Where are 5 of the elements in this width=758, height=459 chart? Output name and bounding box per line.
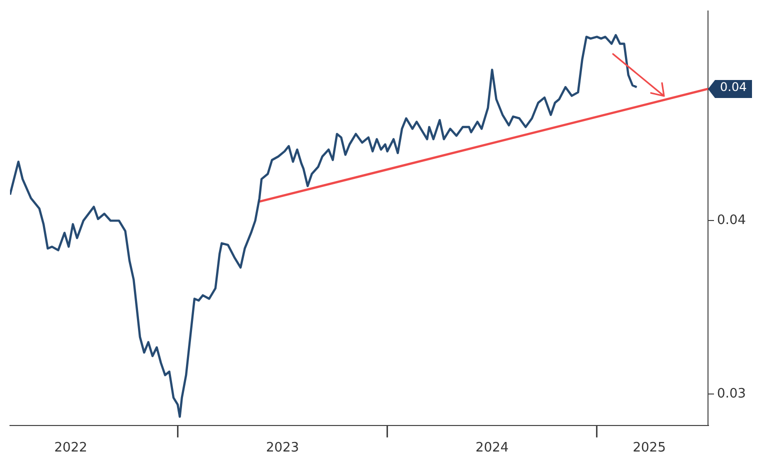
y-tick-label: 0.03 xyxy=(717,386,746,402)
x-tick-label: 2022 xyxy=(54,440,88,456)
x-tick-label: 2023 xyxy=(266,440,300,456)
x-tick-label: 2025 xyxy=(632,440,666,456)
x-tick-label: 2024 xyxy=(476,440,509,456)
